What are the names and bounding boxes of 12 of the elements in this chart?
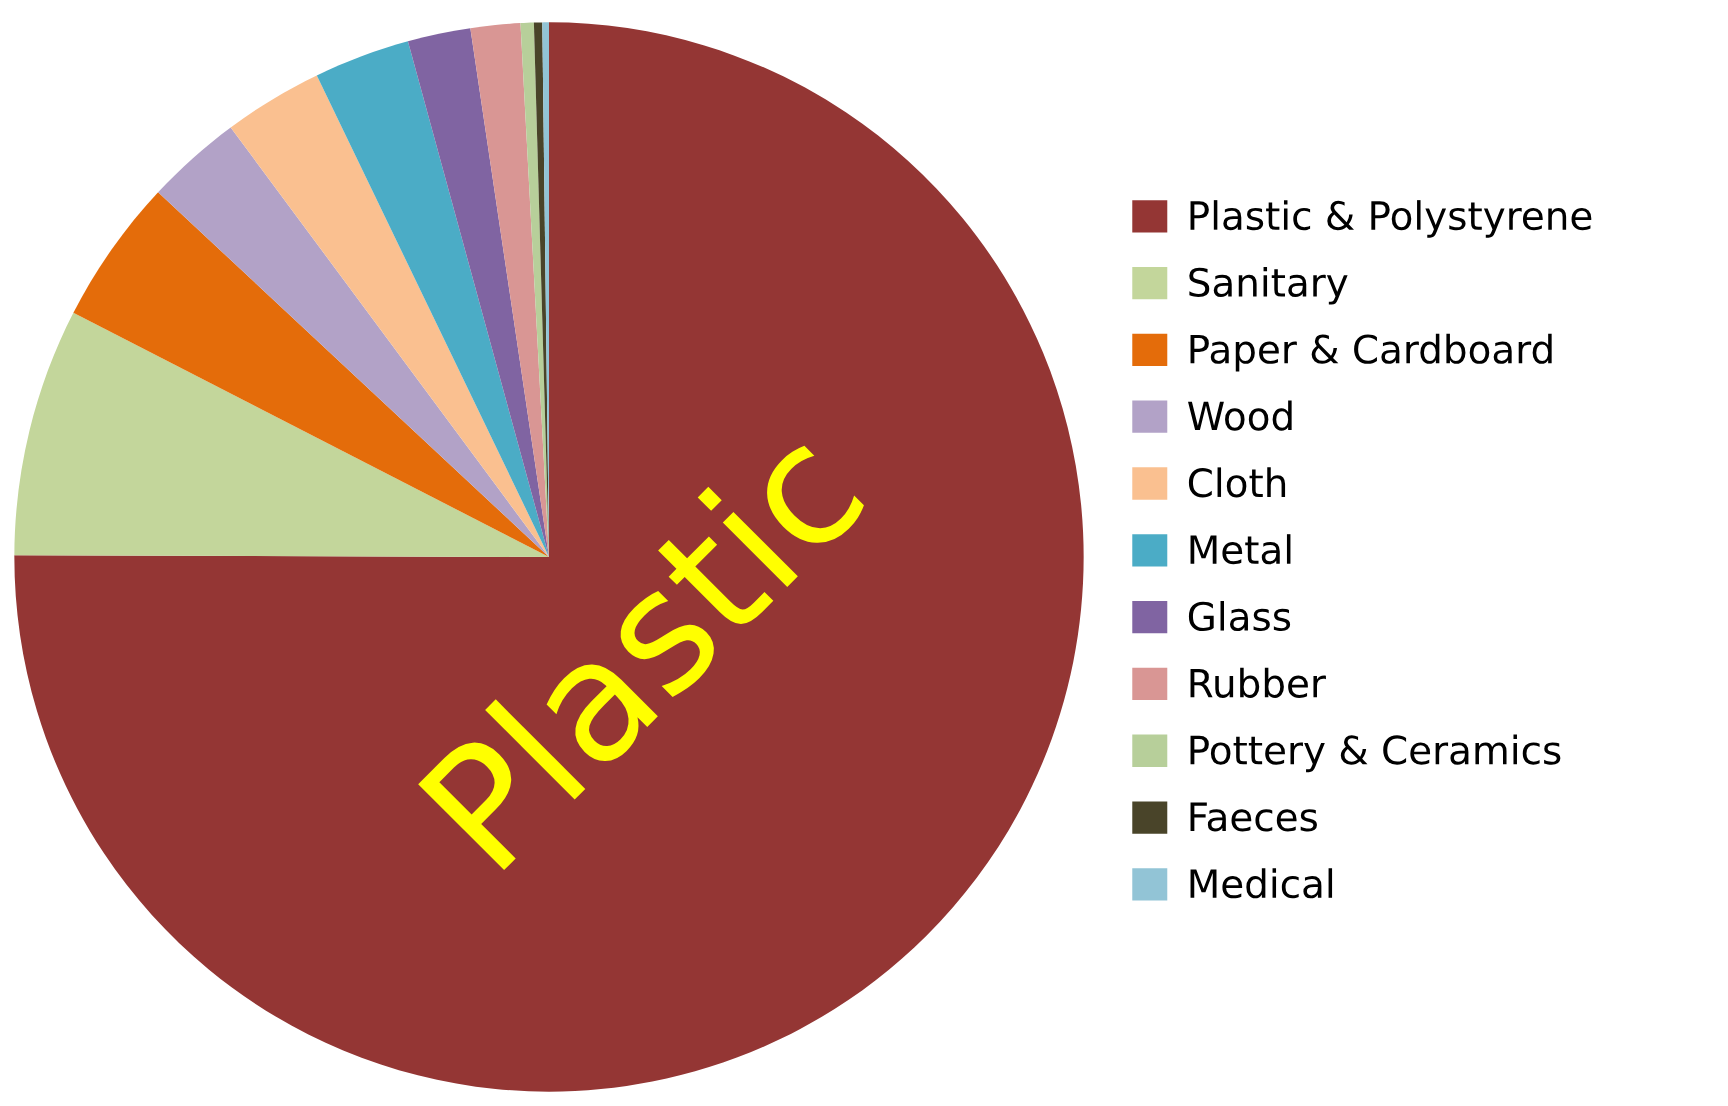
legend-label: Metal — [1190, 534, 1291, 565]
legend-label: Paper & Cardboard — [1190, 333, 1552, 372]
legend-label: Faeces — [1190, 802, 1317, 832]
legend-label: Rubber — [1190, 667, 1326, 698]
legend-label: Glass — [1188, 600, 1291, 632]
legend-label: Medical — [1190, 868, 1333, 899]
legend-label: Sanitary — [1189, 266, 1348, 305]
legend-label: Plastic & Polystyrene — [1190, 200, 1592, 238]
legend-label: Wood — [1188, 400, 1292, 431]
legend-label: Pottery & Ceramics — [1190, 734, 1561, 773]
pie-slice — [14, 22, 1084, 1092]
legend-label: Cloth — [1188, 467, 1286, 498]
